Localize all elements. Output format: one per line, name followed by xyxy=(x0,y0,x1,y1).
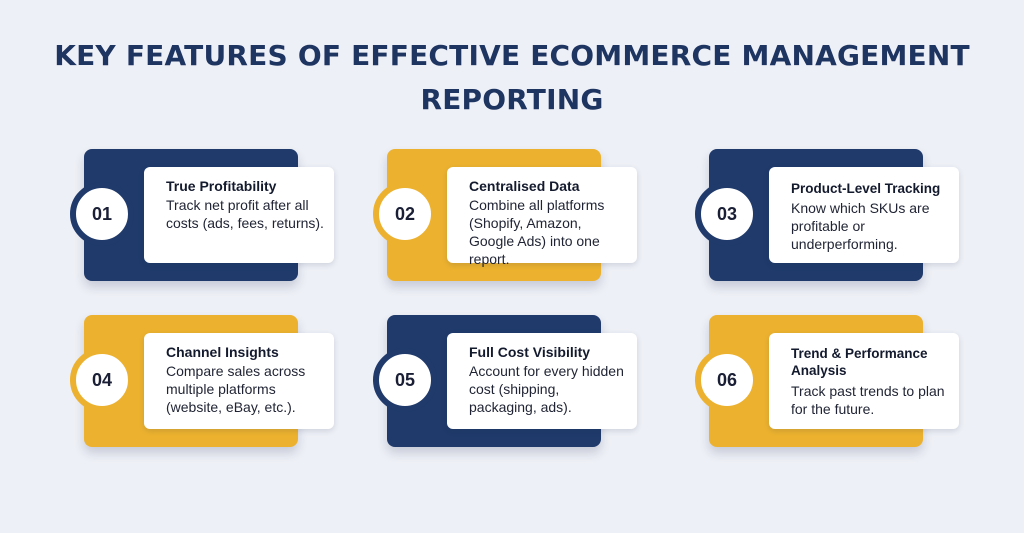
feature-desc-1: Track net profit after all costs (ads, f… xyxy=(166,197,324,231)
feature-number-badge-4: 04 xyxy=(70,348,134,412)
feature-desc-4: Compare sales across multiple platforms … xyxy=(166,363,306,415)
feature-number-badge-6: 06 xyxy=(695,348,759,412)
feature-number-3: 03 xyxy=(716,203,738,224)
feature-number-badge-2: 02 xyxy=(373,182,437,246)
page-title: KEY FEATURES OF EFFECTIVE ECOMMERCE MANA… xyxy=(0,34,1024,122)
feature-title-1: True Profitability xyxy=(166,178,277,194)
feature-card-6: 06 Trend & Performance Analysis Track pa… xyxy=(695,315,995,450)
feature-panel-4: Channel Insights Compare sales across mu… xyxy=(144,333,334,429)
page-title-line2: REPORTING xyxy=(420,83,604,116)
feature-panel-6: Trend & Performance Analysis Track past … xyxy=(769,333,959,429)
feature-number-1: 01 xyxy=(91,203,113,224)
feature-card-5: 05 Full Cost Visibility Account for ever… xyxy=(373,315,673,450)
feature-number-6: 06 xyxy=(716,369,738,390)
feature-number-badge-3: 03 xyxy=(695,182,759,246)
feature-card-4: 04 Channel Insights Compare sales across… xyxy=(70,315,370,450)
feature-card-1: 01 True Profitability Track net profit a… xyxy=(70,149,370,284)
feature-desc-2: Combine all platforms (Shopify, Amazon, … xyxy=(469,197,605,267)
feature-title-6: Trend & Performance Analysis xyxy=(791,346,928,378)
feature-number-badge-5: 05 xyxy=(373,348,437,412)
feature-title-5: Full Cost Visibility xyxy=(469,344,591,360)
feature-panel-3: Product-Level Tracking Know which SKUs a… xyxy=(769,167,959,263)
feature-number-badge-1: 01 xyxy=(70,182,134,246)
feature-title-3: Product-Level Tracking xyxy=(791,181,941,196)
feature-desc-6: Track past trends to plan for the future… xyxy=(791,383,945,417)
feature-desc-3: Know which SKUs are profitable or underp… xyxy=(791,200,930,252)
feature-panel-1: True Profitability Track net profit afte… xyxy=(144,167,334,263)
feature-card-2: 02 Centralised Data Combine all platform… xyxy=(373,149,673,284)
feature-panel-5: Full Cost Visibility Account for every h… xyxy=(447,333,637,429)
page-title-line1: KEY FEATURES OF EFFECTIVE ECOMMERCE MANA… xyxy=(54,39,970,72)
feature-number-2: 02 xyxy=(394,203,416,224)
feature-number-4: 04 xyxy=(91,369,113,390)
feature-number-5: 05 xyxy=(394,369,416,390)
feature-card-3: 03 Product-Level Tracking Know which SKU… xyxy=(695,149,995,284)
feature-desc-5: Account for every hidden cost (shipping,… xyxy=(469,363,624,415)
feature-title-2: Centralised Data xyxy=(469,178,580,194)
feature-title-4: Channel Insights xyxy=(166,344,279,360)
feature-panel-2: Centralised Data Combine all platforms (… xyxy=(447,167,637,267)
